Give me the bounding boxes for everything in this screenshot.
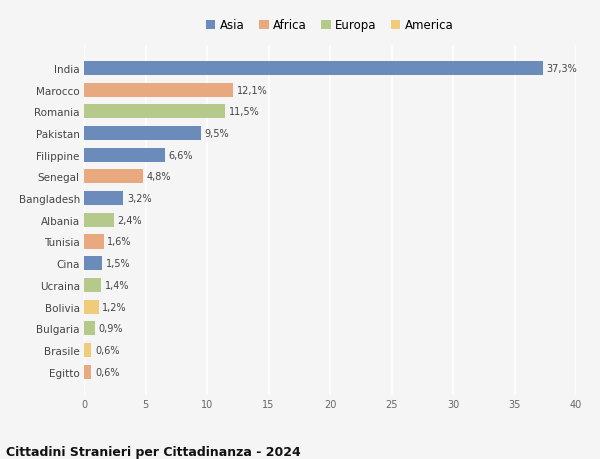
Text: 4,8%: 4,8% [147, 172, 171, 182]
Bar [84, 257, 103, 271]
Text: 11,5%: 11,5% [229, 107, 260, 117]
Text: 0,9%: 0,9% [99, 324, 123, 334]
Text: 37,3%: 37,3% [547, 64, 577, 74]
Bar [84, 105, 226, 119]
Bar [84, 343, 91, 357]
Bar [84, 365, 91, 379]
Bar [84, 170, 143, 184]
Bar [84, 148, 165, 162]
Bar [84, 278, 101, 292]
Bar [84, 235, 104, 249]
Text: 1,2%: 1,2% [103, 302, 127, 312]
Bar [84, 213, 113, 227]
Bar [84, 84, 233, 97]
Text: 1,5%: 1,5% [106, 258, 131, 269]
Text: 12,1%: 12,1% [236, 85, 267, 95]
Bar [84, 300, 99, 314]
Bar [84, 321, 95, 336]
Text: 2,4%: 2,4% [117, 215, 142, 225]
Text: Cittadini Stranieri per Cittadinanza - 2024: Cittadini Stranieri per Cittadinanza - 2… [6, 445, 301, 458]
Bar [84, 127, 201, 141]
Bar [84, 192, 124, 206]
Text: 1,6%: 1,6% [107, 237, 132, 247]
Text: 6,6%: 6,6% [169, 151, 193, 160]
Text: 0,6%: 0,6% [95, 345, 119, 355]
Text: 9,5%: 9,5% [205, 129, 229, 139]
Text: 3,2%: 3,2% [127, 194, 152, 204]
Bar [84, 62, 543, 76]
Legend: Asia, Africa, Europa, America: Asia, Africa, Europa, America [203, 17, 457, 34]
Text: 1,4%: 1,4% [105, 280, 130, 290]
Text: 0,6%: 0,6% [95, 367, 119, 377]
